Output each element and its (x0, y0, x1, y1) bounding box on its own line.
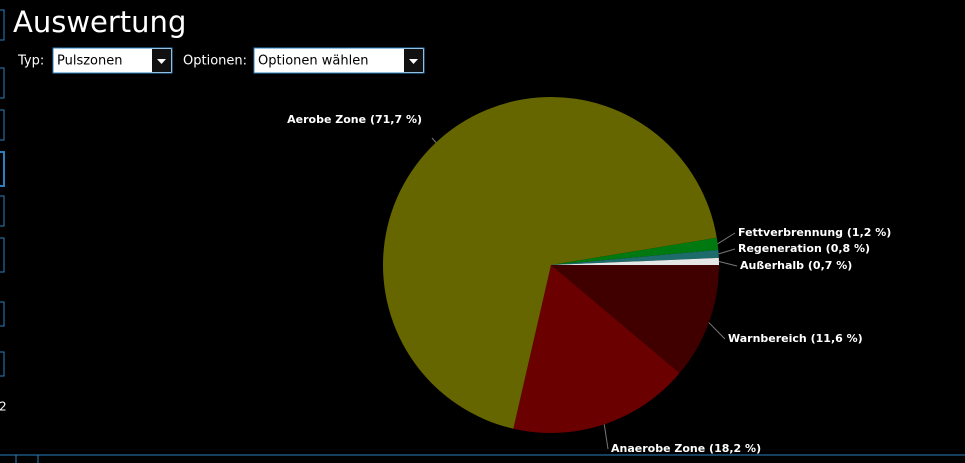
side-tab[interactable] (0, 9, 5, 41)
combobox-box[interactable] (253, 47, 425, 74)
side-tab[interactable] (0, 237, 5, 273)
leader-line (431, 137, 437, 143)
options-label: Optionen: (183, 54, 247, 69)
pie-slice (551, 257, 719, 265)
pie-slice (551, 237, 719, 265)
options-combobox[interactable]: Optionen wählen (253, 47, 425, 74)
dropdown-arrow (409, 59, 418, 64)
leader-line (717, 232, 736, 245)
slice-value-label: (11,6 %) (811, 332, 863, 345)
slice-name: Anaerobe Zone (611, 442, 705, 455)
pie-slice (551, 265, 719, 374)
slice-name: Fettverbrennung (738, 226, 843, 239)
dropdown-arrow (157, 59, 166, 64)
slice-name: Aerobe Zone (287, 113, 366, 126)
bottom-tab[interactable] (15, 454, 39, 463)
combobox-value[interactable]: Optionen wählen (258, 54, 368, 69)
slice-label: Außerhalb (0,7 %) (740, 259, 852, 272)
slice-name: Außerhalb (740, 259, 804, 272)
slice-value-label: (1,2 %) (847, 226, 891, 239)
slice-label: Warnbereich (11,6 %) (728, 332, 863, 345)
side-tab[interactable] (0, 195, 5, 227)
type-combobox[interactable]: Pulszonen (52, 47, 173, 74)
slice-value-label: (18,2 %) (709, 442, 761, 455)
page-title: Auswertung (13, 5, 186, 39)
slice-name: Regeneration (738, 242, 822, 255)
type-label: Typ: (17, 54, 44, 69)
pie-slice (383, 96, 717, 429)
side-tab[interactable] (0, 67, 5, 99)
pie-chart: Warnbereich (11,6 %) Anaerobe Zone (18,2 … (287, 96, 891, 455)
side-tab[interactable] (0, 301, 5, 327)
side-tab[interactable] (0, 109, 5, 141)
leader-line (718, 248, 736, 255)
slice-value-label: (0,7 %) (808, 259, 852, 272)
pie-slice (551, 249, 719, 265)
leader-line (718, 260, 738, 267)
slice-value-label: (0,8 %) (826, 242, 870, 255)
slice-label: Aerobe Zone (71,7 %) (287, 113, 422, 126)
pie-slice (513, 265, 680, 433)
slice-name: Warnbereich (728, 332, 807, 345)
leader-line (603, 424, 609, 450)
slice-label: Anaerobe Zone (18,2 %) (611, 442, 761, 455)
slice-value-label: (71,7 %) (370, 113, 422, 126)
combobox-value[interactable]: Pulszonen (57, 54, 123, 69)
side-tab[interactable] (0, 351, 5, 377)
slice-label: Fettverbrennung (1,2 %) (738, 226, 891, 239)
leader-line (708, 322, 726, 340)
side-tabs (0, 9, 5, 377)
side-tab[interactable] (0, 151, 5, 187)
side-fragment: 2 (0, 400, 7, 414)
slice-label: Regeneration (0,8 %) (738, 242, 870, 255)
